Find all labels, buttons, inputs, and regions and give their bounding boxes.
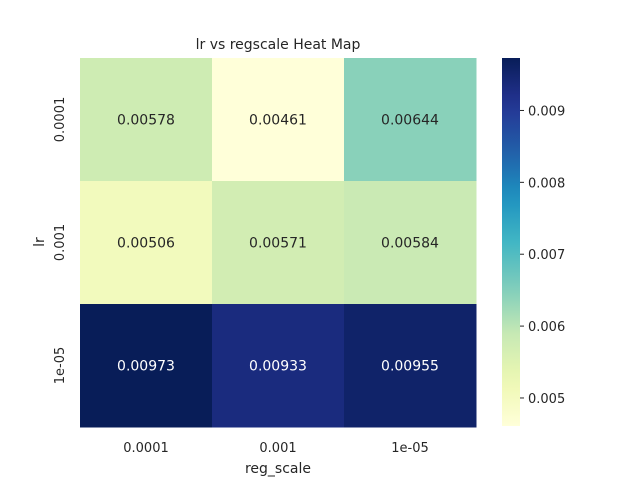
x-tick-label: 0.0001 [123, 441, 169, 456]
y-tick-label: 0.001 [53, 224, 68, 261]
heatmap-cell-labels: 0.00578 0.00461 0.00644 0.00506 0.00571 0.005… [117, 113, 439, 375]
colorbar-gradient [502, 58, 520, 426]
cell-value-label: 0.00506 [117, 236, 175, 252]
x-axis-label: reg_scale [245, 461, 311, 477]
colorbar-tick-label: 0.009 [528, 104, 565, 119]
cell-value-label: 0.00578 [117, 113, 175, 129]
y-tick-labels: 0.0001 0.001 1e-05 [53, 97, 68, 385]
y-tick-label: 0.0001 [53, 97, 68, 143]
colorbar: 0.005 0.006 0.007 0.008 0.009 [502, 58, 565, 426]
cell-value-label: 0.00644 [381, 113, 439, 129]
y-axis-label: lr [32, 237, 48, 247]
colorbar-tick-label: 0.006 [528, 320, 565, 335]
heatmap-cell [80, 181, 213, 305]
heatmap-cell [344, 181, 477, 305]
heatmap-cell [212, 58, 345, 182]
heatmap-cells [80, 58, 477, 428]
heatmap-cell [344, 304, 477, 428]
cell-value-label: 0.00955 [381, 359, 439, 375]
colorbar-ticks: 0.005 0.006 0.007 0.008 0.009 [520, 104, 565, 407]
x-tick-label: 1e-05 [391, 441, 429, 456]
cell-value-label: 0.00571 [249, 236, 307, 252]
chart-title: lr vs regscale Heat Map [196, 37, 361, 53]
heatmap-cell [212, 181, 345, 305]
heatmap-cell [212, 304, 345, 428]
heatmap-cell [80, 58, 213, 182]
heatmap-cell [80, 304, 213, 428]
x-tick-label: 0.001 [259, 441, 296, 456]
cell-value-label: 0.00933 [249, 359, 307, 375]
colorbar-tick-label: 0.005 [528, 392, 565, 407]
colorbar-tick-label: 0.007 [528, 248, 565, 263]
heatmap-cell [344, 58, 477, 182]
cell-value-label: 0.00973 [117, 359, 175, 375]
y-tick-label: 1e-05 [53, 347, 68, 385]
x-tick-labels: 0.0001 0.001 1e-05 [123, 441, 429, 456]
cell-value-label: 0.00584 [381, 236, 439, 252]
colorbar-tick-label: 0.008 [528, 176, 565, 191]
cell-value-label: 0.00461 [249, 113, 307, 129]
